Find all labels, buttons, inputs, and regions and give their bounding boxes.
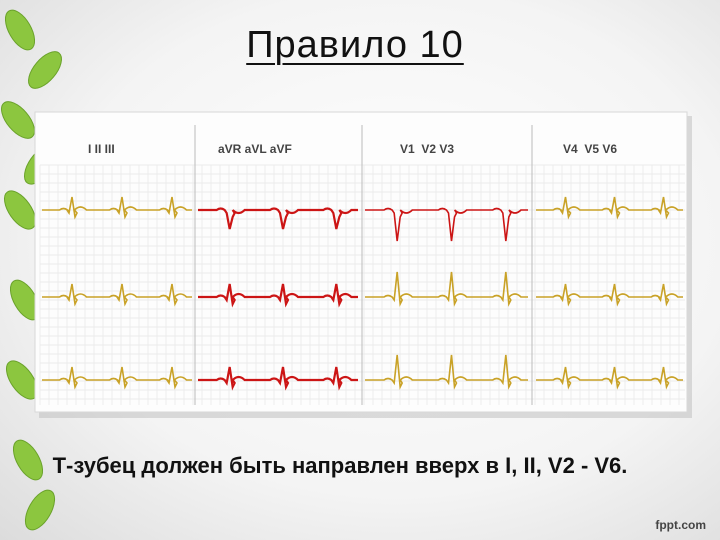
ecg-trace (365, 354, 528, 390)
lead-group-label: V4 V5 V6 (563, 142, 617, 156)
ecg-trace (536, 283, 683, 307)
ecg-traces (42, 196, 683, 391)
leaf (4, 9, 36, 51)
lead-group-label: aVR aVL aVF (218, 142, 292, 156)
ecg-grid (39, 125, 685, 405)
leaf (3, 190, 37, 230)
leaf (28, 51, 62, 89)
ecg-trace (198, 207, 358, 230)
caption: Т-зубец должен быть направлен вверх в I,… (52, 453, 628, 478)
ecg-trace (42, 196, 192, 220)
leaf (12, 439, 44, 481)
leaf (1, 101, 35, 139)
ecg-trace (198, 366, 358, 391)
ecg-trace (365, 271, 528, 307)
ecg-trace (365, 207, 528, 242)
ecg-trace (536, 366, 683, 390)
lead-group-label: I II III (88, 142, 115, 156)
ecg-panel (34, 111, 688, 413)
title-text: Правило 10 (246, 24, 464, 66)
ecg-trace (536, 196, 683, 220)
ecg-trace (42, 366, 192, 390)
ecg-trace (42, 283, 192, 307)
footer: fppt.com (655, 518, 706, 532)
slide-title: Правило 10 (0, 24, 710, 67)
lead-group-label: V1 V2 V3 (400, 142, 454, 156)
ecg-trace (198, 283, 358, 308)
leaf (24, 489, 56, 531)
